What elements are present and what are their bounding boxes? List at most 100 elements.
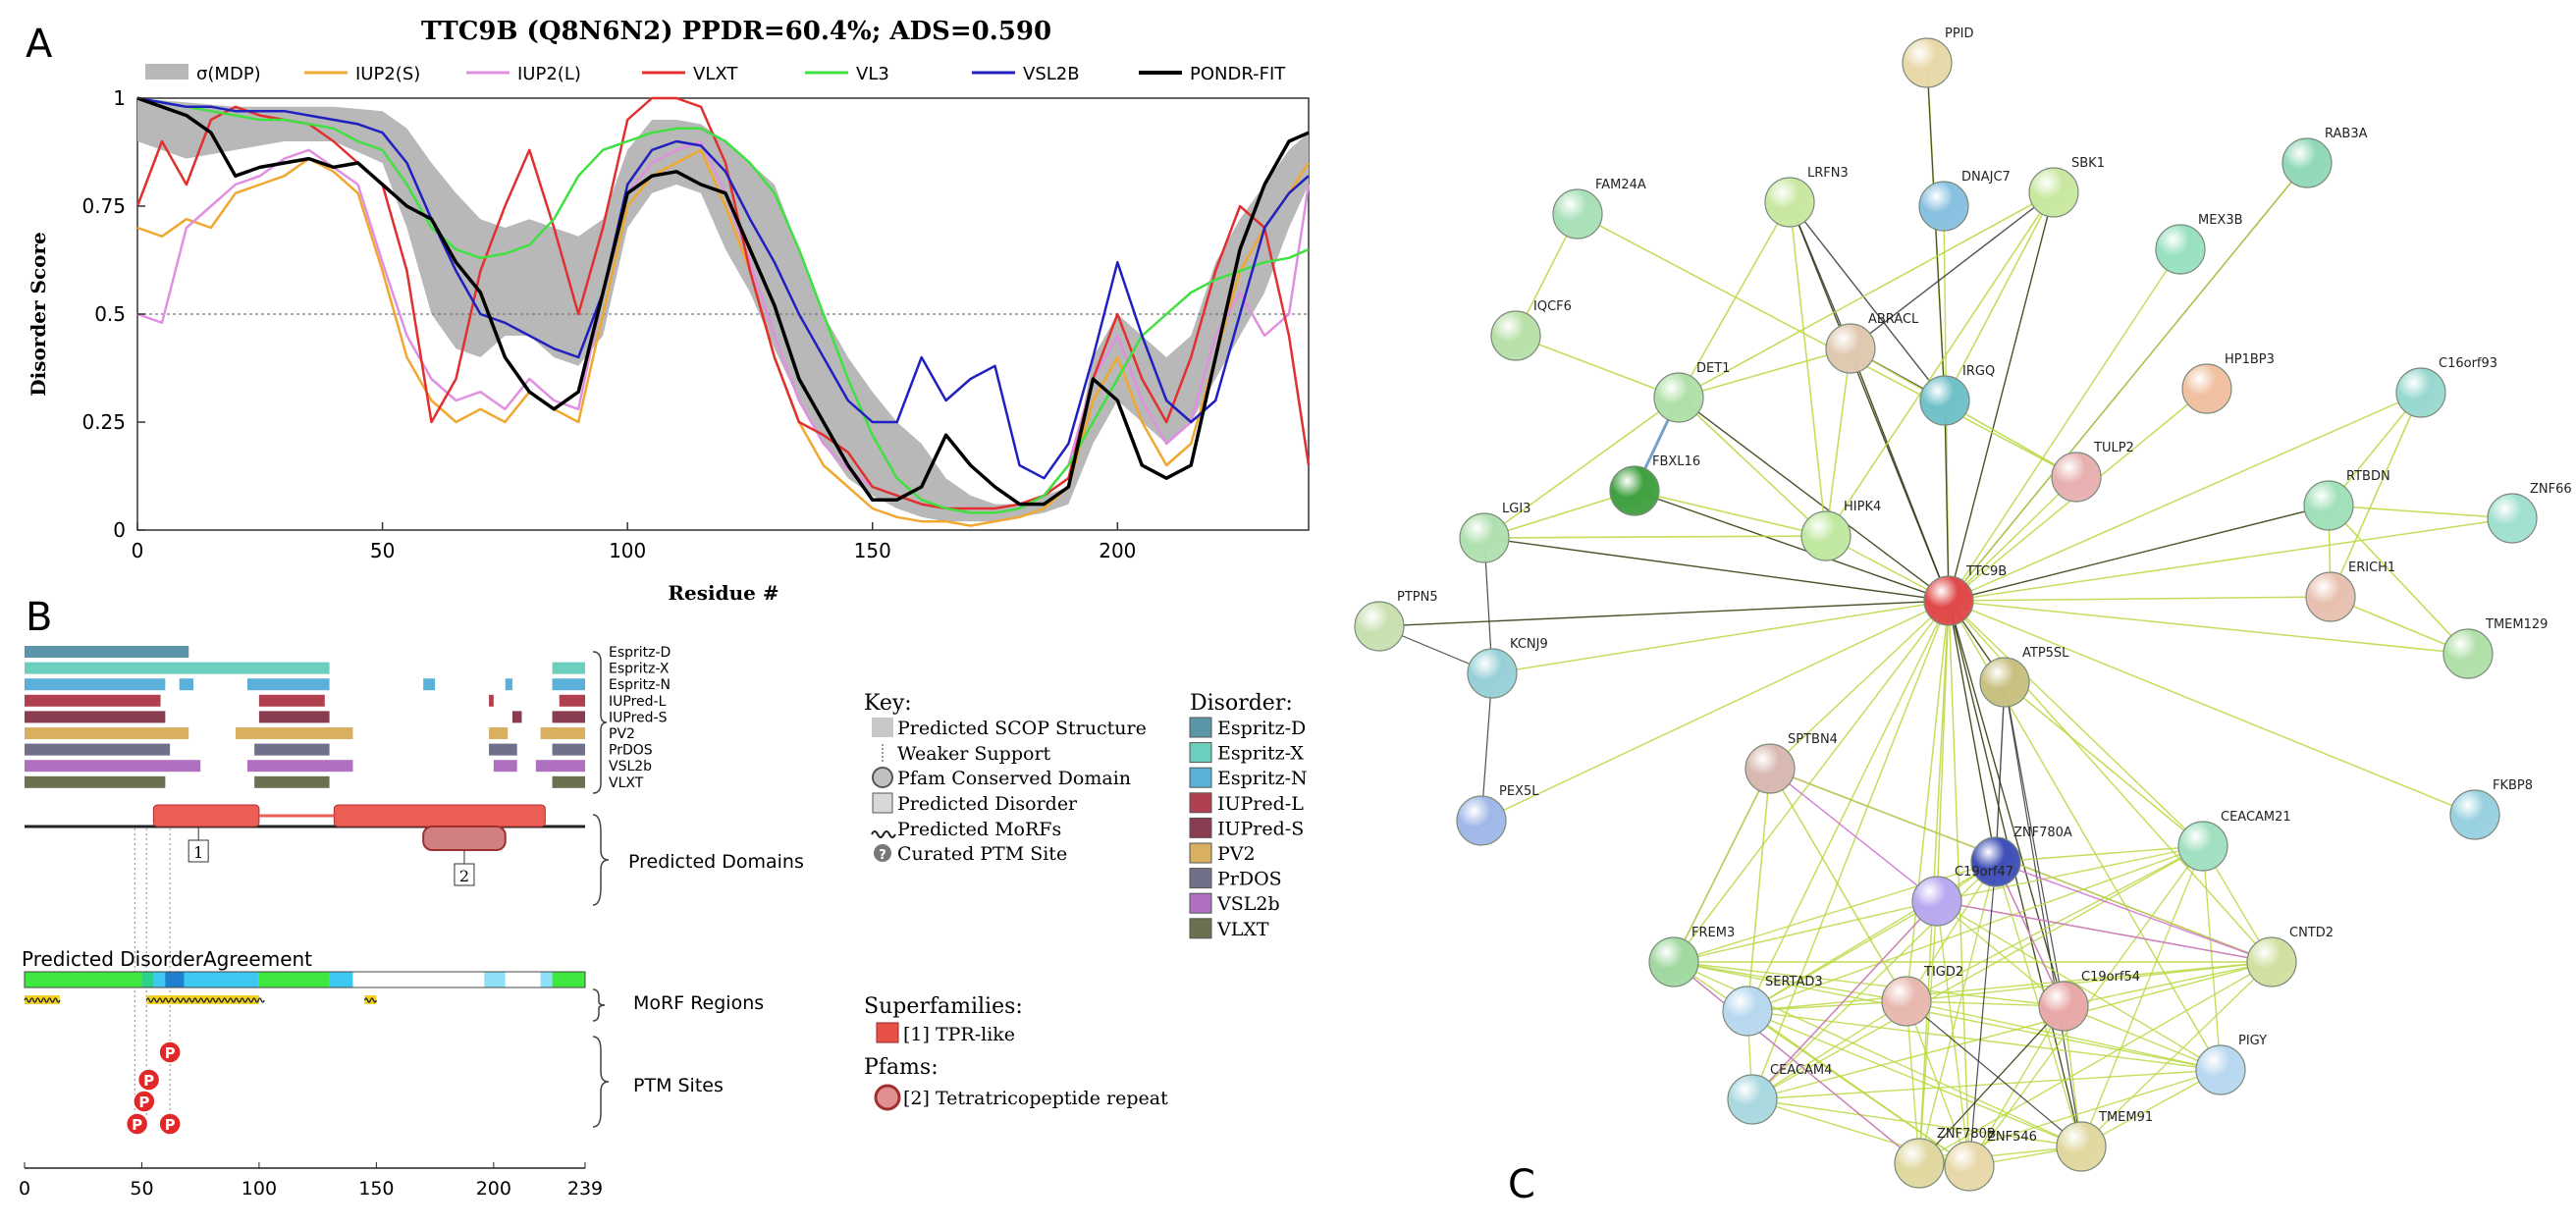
disorder-legend-label: Espritz-N: [1217, 768, 1308, 789]
network-edge: [1850, 347, 1950, 602]
series-line-vsl2b: [136, 96, 1310, 480]
network-edge: [1789, 201, 1946, 401]
disorder-legend-title: Disorder:: [1190, 691, 1293, 716]
morf-brace: [592, 988, 606, 1022]
network-edge: [1515, 335, 1680, 399]
panel-c: PPID RAB3A LRFN3 DNAJC7 SBK1 FAM24A MEX3B IQCF6…: [1354, 27, 2572, 1207]
pfam-callout-box: [454, 863, 475, 886]
disorder-legend-label: VSL2b: [1216, 893, 1280, 915]
chart-legend: σ(MDP) IUP2(S) IUP2(L) VLXT VL3 VSL2B PONDR-FI…: [145, 64, 1286, 84]
domain-block: [152, 804, 260, 827]
network-edge: [1483, 490, 1636, 539]
y-tick-label: 0.5: [94, 302, 126, 326]
network-edge: [1673, 961, 1907, 1002]
node-label-iqcf6: IQCF6: [1533, 299, 1572, 314]
disorder-legend-label: IUPred-S: [1217, 818, 1304, 839]
network-node: [1923, 575, 1974, 626]
node-label-kcnj9: KCNJ9: [1510, 637, 1548, 652]
disorder-legend-label: PV2: [1217, 843, 1256, 865]
network-edge: [1769, 600, 1950, 770]
agreement-label: Predicted DisorderAgreement: [22, 947, 312, 971]
ptm-site-label: P: [132, 1116, 142, 1134]
node-label-tmem91: TMEM91: [2098, 1110, 2153, 1125]
panel-label-b: B: [26, 595, 52, 640]
network-edge: [1825, 191, 2055, 537]
node-label-rtbdn: RTBDN: [2346, 469, 2390, 484]
disorder-legend-swatch: [1189, 842, 1212, 864]
predictor-segment: [423, 678, 436, 691]
disorder-legend-label: PrDOS: [1217, 869, 1282, 890]
network-edge: [1751, 961, 2273, 1100]
network-edge: [1918, 900, 1938, 1164]
predictor-label: PrDOS: [609, 743, 653, 759]
predictor-label: VLXT: [609, 775, 644, 791]
network-edge: [1673, 600, 1950, 963]
disorder-legend-label: Espritz-X: [1217, 743, 1304, 765]
x-tick-label: 150: [854, 539, 891, 562]
predictor-label: PV2: [609, 726, 635, 742]
pfam-block: [422, 826, 507, 851]
network-edge: [1948, 596, 2332, 602]
agreement-segment: [540, 972, 553, 987]
network-node: [1979, 657, 2030, 708]
network-edge: [1926, 62, 1946, 401]
node-label-tulp2: TULP2: [2093, 441, 2134, 455]
predictor-segment: [236, 727, 353, 739]
node-label-erich1: ERICH1: [2348, 560, 2395, 575]
predictor-segment: [505, 678, 512, 691]
agreement-segment: [165, 972, 185, 987]
disorder-legend-swatch: [1189, 817, 1212, 838]
ptm-site-label: P: [138, 1094, 149, 1111]
legend-label: IUP2(L): [517, 64, 581, 84]
network-edge: [1769, 768, 2273, 963]
node-label-dnajc7: DNAJC7: [1961, 170, 2011, 185]
node-label-fbxl16: FBXL16: [1652, 454, 1700, 469]
ptm-brace: [592, 1036, 610, 1128]
node-label-cntd2: CNTD2: [2289, 926, 2334, 940]
network-edge: [1634, 490, 1950, 602]
series-line-vlxt: [135, 96, 1311, 510]
agreement-segment: [329, 972, 353, 987]
network-node: [1490, 310, 1541, 361]
key-item: Curated PTM Site: [897, 843, 1067, 865]
network-node: [2051, 452, 2102, 503]
network-edge: [1746, 845, 2204, 1012]
ptm-site: [158, 1040, 182, 1064]
y-tick-label: 0: [113, 518, 126, 542]
network-edge: [1948, 600, 1997, 863]
network-edge: [2330, 392, 2422, 598]
node-label-fkbp8: FKBP8: [2493, 778, 2533, 793]
network-edge: [2063, 961, 2273, 1007]
network-edge: [1789, 201, 1827, 537]
agreement-segment: [484, 972, 506, 987]
domain-block: [333, 804, 546, 827]
network-edge: [1936, 900, 2065, 1007]
x-axis-label: Residue #: [668, 581, 778, 605]
network-nodes: PPID RAB3A LRFN3 DNAJC7 SBK1 FAM24A MEX3B IQCF6…: [1354, 27, 2572, 1192]
network-edge: [1483, 537, 1950, 602]
network-edge: [2080, 1069, 2222, 1147]
node-label-ceacam4: CEACAM4: [1770, 1063, 1832, 1078]
network-node: [2155, 224, 2206, 275]
network-edge: [1746, 1010, 1970, 1167]
predictor-segment: [246, 760, 353, 773]
network-node: [1894, 1138, 1945, 1189]
network-edge: [1948, 476, 2077, 602]
predictor-segment: [493, 760, 517, 773]
panel-b: B Espritz-DEspritz-XEspritz-NIUPred-LIUP…: [19, 595, 1308, 1200]
network-node: [1552, 188, 1603, 240]
node-label-lgi3: LGI3: [1502, 502, 1530, 516]
morf-wave: [24, 997, 61, 1003]
network-node: [1918, 181, 1969, 232]
network-edge: [1746, 1000, 1907, 1012]
network-edge: [1850, 191, 2055, 349]
network-node: [1902, 37, 1953, 88]
node-label-tmem129: TMEM129: [2485, 617, 2548, 632]
network-edge: [2004, 681, 2082, 1147]
disorder-legend-swatch: [1189, 717, 1212, 738]
network-edge: [1789, 201, 1852, 349]
agreement-segment: [141, 972, 154, 987]
network-node: [2303, 480, 2354, 531]
network-node: [1881, 976, 1932, 1027]
